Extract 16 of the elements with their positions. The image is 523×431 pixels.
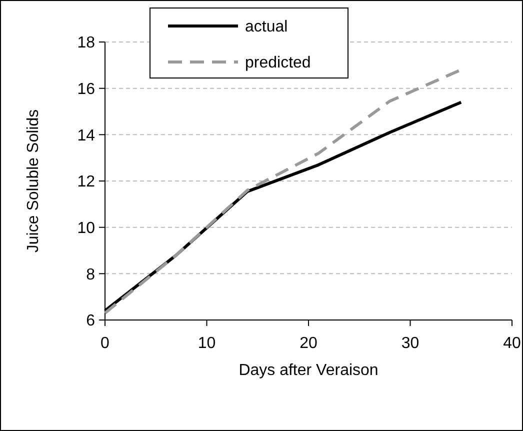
x-tick-label: 0 [100, 335, 110, 352]
legend-label: actual [245, 18, 288, 36]
x-tick-label: 40 [503, 335, 521, 352]
x-tick-label: 20 [300, 335, 318, 352]
x-tick-label: 30 [401, 335, 420, 352]
y-tick-label: 12 [77, 174, 96, 191]
y-tick-label: 10 [77, 220, 96, 237]
x-axis-title: Days after Veraison [238, 362, 378, 379]
y-tick-label: 6 [86, 312, 96, 330]
y-tick-label: 14 [77, 127, 96, 144]
y-tick-label: 8 [86, 266, 96, 284]
y-tick-label: 18 [77, 34, 96, 52]
x-tick-label: 10 [198, 335, 216, 352]
legend-label: predicted [245, 54, 311, 72]
y-tick-label: 16 [77, 80, 96, 98]
y-axis-title: Juice Soluble Solids [25, 109, 42, 253]
